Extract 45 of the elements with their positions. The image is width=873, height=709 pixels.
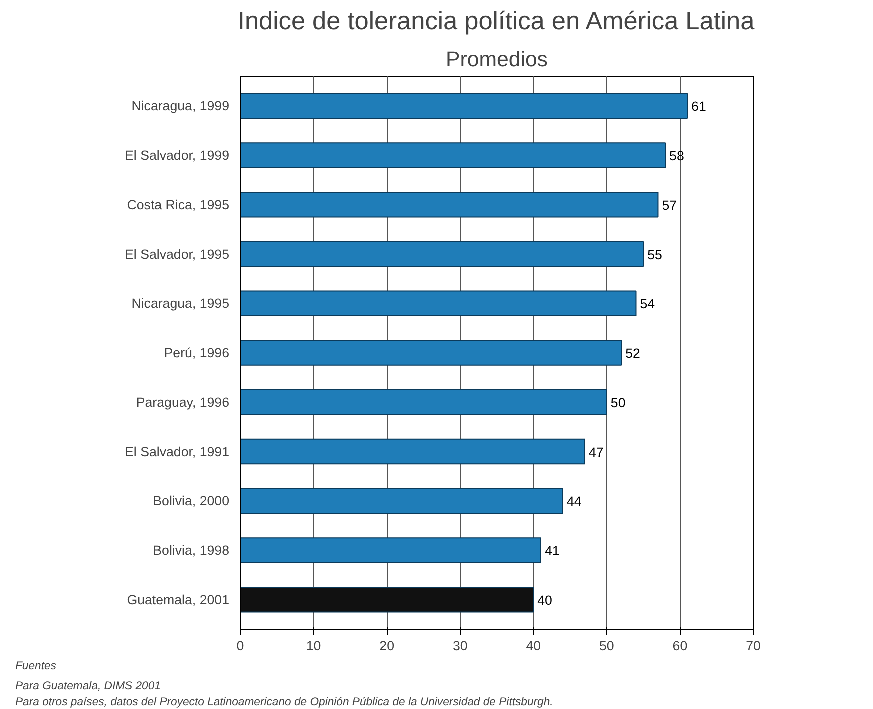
bar [240, 390, 608, 416]
x-tick-label: 60 [672, 638, 688, 654]
bar [240, 538, 542, 564]
data-label: 44 [566, 494, 582, 510]
data-label: 61 [692, 99, 706, 114]
data-label: 47 [588, 444, 604, 460]
y-tick-label: El Salvador, 1995 [125, 246, 230, 262]
x-tick-label: 10 [306, 638, 322, 654]
y-tick-label: El Salvador, 1999 [125, 148, 230, 163]
data-label: 54 [640, 296, 656, 312]
data-label: 52 [626, 346, 640, 361]
data-label: 50 [610, 395, 626, 410]
y-tick-label: Guatemala, 2001 [127, 592, 230, 608]
y-tick-label: Perú, 1996 [164, 346, 230, 360]
x-tick-label: 70 [746, 638, 761, 654]
bar [240, 340, 622, 366]
bar [240, 488, 564, 514]
x-tick-label: 40 [526, 638, 542, 654]
y-tick-label: Bolivia, 1998 [153, 543, 230, 558]
data-label: 55 [648, 247, 662, 262]
y-tick-label: Nicaragua, 1995 [132, 296, 230, 312]
x-tick-label: 50 [600, 638, 614, 654]
x-tick-label: 30 [452, 638, 468, 654]
data-label: 57 [662, 198, 678, 213]
text: Para Guatemala, DIMS 2001 [16, 680, 161, 692]
bar [240, 290, 637, 316]
x-tick-label: 20 [380, 638, 394, 654]
bar [240, 93, 688, 119]
data-label: 40 [538, 592, 552, 608]
chart-subtitle: Promedios [446, 48, 548, 72]
bar [240, 192, 659, 218]
bar [240, 587, 534, 613]
data-label: 41 [544, 544, 560, 558]
y-tick-label: Paraguay, 1996 [136, 394, 230, 410]
text: Fuentes [16, 660, 57, 672]
y-tick-label: Nicaragua, 1999 [132, 98, 230, 114]
y-tick-label: Costa Rica, 1995 [127, 197, 230, 212]
bar [240, 438, 586, 465]
y-tick-label: Bolivia, 2000 [153, 494, 230, 509]
bar [240, 142, 666, 168]
chart-title: Indice de tolerancia política en América Latina [238, 8, 756, 36]
text: Para otros países, datos del Proyecto Latinoamericano de Opinión Pública de la Universidad de Pittsburgh. [16, 696, 554, 708]
x-tick-label: 0 [236, 638, 244, 654]
y-tick-label: El Salvador, 1991 [125, 444, 230, 460]
bar [240, 241, 644, 268]
